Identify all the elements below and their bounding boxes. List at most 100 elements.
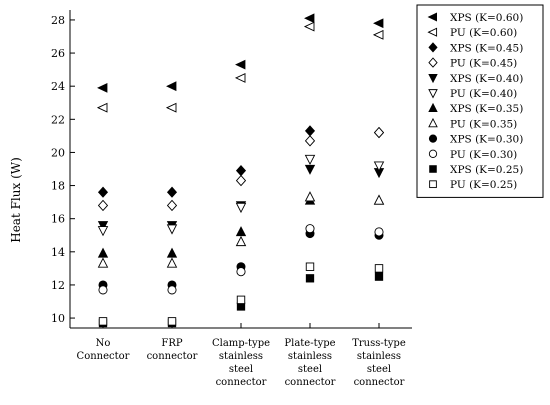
x-tick-label-line: No	[96, 338, 111, 349]
legend-label: PU (K=0.30)	[450, 149, 517, 161]
data-point-diamond-open	[373, 126, 385, 139]
x-tick-label-line: stainless	[219, 351, 263, 362]
data-point-triangle-up-filled	[97, 247, 109, 258]
x-tick-label-line: steel	[298, 364, 322, 375]
legend-marker-triangle-up-filled	[428, 102, 438, 112]
data-point-diamond-filled	[97, 186, 109, 198]
legend-label: XPS (K=0.60)	[450, 12, 523, 24]
data-point-triangle-left-open	[96, 102, 108, 113]
y-tick-label: 24	[51, 80, 65, 93]
legend-marker-triangle-down-open	[428, 89, 438, 99]
legend-label: XPS (K=0.40)	[450, 73, 523, 85]
data-point-triangle-left-filled	[97, 82, 108, 93]
data-point-triangle-left-open	[165, 102, 177, 113]
data-point-triangle-up-open	[166, 257, 178, 268]
data-point-square-open	[236, 295, 246, 305]
x-tick-label: Clamp-type stainless steel connector	[212, 338, 270, 388]
data-point-square-open	[374, 264, 384, 273]
y-tick-label: 22	[51, 113, 65, 126]
data-point-diamond-open	[166, 199, 178, 212]
data-point-circle-open	[236, 267, 246, 277]
legend-marker-square-open	[429, 180, 437, 189]
y-tick-label: 28	[51, 14, 65, 27]
data-point-triangle-up-open	[373, 194, 385, 205]
x-tick-label-line: steel	[367, 364, 391, 375]
data-point-triangle-up-open	[97, 257, 109, 268]
data-point-circle-open	[167, 285, 177, 295]
data-point-square-filled	[374, 272, 384, 281]
x-tick-label-line: stainless	[357, 351, 401, 362]
plot-area: 10 12 14 16 18 20 22 24 26 28 No Connector FRP connec…	[51, 10, 412, 388]
data-point-triangle-down-open	[373, 161, 385, 172]
data-point-square-open	[98, 317, 108, 326]
data-point-diamond-open	[304, 135, 316, 147]
data-point-triangle-left-open	[372, 29, 384, 40]
x-tick-label: FRP connector	[147, 338, 198, 362]
legend-marker-square-filled	[429, 165, 437, 173]
y-axis-title: Heat Flux (W)	[9, 157, 23, 243]
legend-label: XPS (K=0.45)	[450, 42, 523, 54]
legend-label: PU (K=0.45)	[450, 58, 517, 70]
x-tick-label: Truss-type stainless steel connector	[352, 338, 406, 388]
legend-label: PU (K=0.35)	[450, 118, 517, 130]
data-point-triangle-up-open	[304, 191, 316, 202]
x-tick-label-line: Truss-type	[352, 338, 406, 349]
data-point-triangle-up-open	[235, 235, 247, 247]
legend-marker-circle-open	[428, 149, 438, 158]
x-tick-label-line: connector	[285, 377, 336, 388]
y-tick-label: 26	[51, 47, 65, 60]
y-tick-label: 14	[51, 246, 65, 259]
legend-marker-triangle-left-open	[427, 27, 438, 37]
data-point-triangle-down-open	[235, 202, 247, 214]
data-point-circle-open	[98, 285, 108, 295]
data-point-square-open	[167, 317, 177, 326]
data-point-triangle-up-filled	[166, 247, 178, 258]
data-point-triangle-left-open	[303, 21, 315, 32]
x-tick-label-line: connector	[216, 377, 267, 388]
legend-label: PU (K=0.60)	[450, 27, 517, 39]
data-point-triangle-left-filled	[166, 81, 177, 92]
x-tick-label-line: stainless	[288, 351, 332, 362]
legend-marker-triangle-left-filled	[427, 12, 438, 22]
legend-marker-diamond-open	[428, 57, 438, 68]
legend-box	[416, 4, 544, 198]
legend-marker-triangle-up-open	[428, 117, 438, 128]
y-tick-label: 20	[51, 146, 65, 159]
x-tick-label: Plate-type stainless steel connector	[284, 338, 335, 388]
legend-label: XPS (K=0.35)	[450, 103, 523, 115]
data-point-square-filled	[305, 274, 315, 283]
data-point-triangle-down-filled	[97, 221, 109, 232]
legend-label: PU (K=0.25)	[450, 179, 517, 191]
x-tick-label-line: Clamp-type	[212, 338, 270, 349]
legend: XPS (K=0.60) PU (K=0.60) XPS (K=0.45) PU (K…	[416, 4, 544, 198]
legend-marker-triangle-down-filled	[428, 74, 438, 84]
legend-label: XPS (K=0.30)	[450, 134, 523, 146]
data-point-triangle-left-filled	[373, 18, 384, 29]
data-point-triangle-up-filled	[235, 226, 247, 237]
data-point-circle-open	[374, 227, 384, 237]
data-point-triangle-down-open	[97, 226, 109, 237]
data-point-triangle-left-filled	[304, 13, 315, 24]
data-point-triangle-left-filled	[235, 59, 246, 70]
x-tick-label-line: Connector	[77, 351, 130, 362]
data-point-diamond-open	[97, 199, 109, 212]
data-point-triangle-left-open	[234, 72, 246, 83]
x-tick-label: No Connector	[77, 338, 130, 362]
y-tick-label: 12	[51, 279, 65, 292]
data-point-triangle-down-open	[304, 154, 316, 166]
data-point-circle-open	[305, 224, 315, 234]
x-tick-label-line: Plate-type	[284, 338, 335, 349]
y-tick-label: 16	[51, 213, 65, 226]
y-tick-label: 18	[51, 180, 65, 193]
data-point-triangle-down-filled	[304, 164, 316, 175]
x-tick-label-line: connector	[147, 351, 198, 362]
x-tick-label-line: connector	[354, 377, 405, 388]
data-point-triangle-down-open	[166, 224, 178, 235]
legend-label: PU (K=0.40)	[450, 88, 517, 100]
data-point-diamond-filled	[166, 186, 178, 198]
y-tick-label: 10	[51, 312, 65, 325]
legend-marker-circle-filled	[428, 134, 438, 143]
data-point-diamond-open	[235, 174, 247, 187]
x-tick-label-line: FRP	[161, 338, 182, 349]
